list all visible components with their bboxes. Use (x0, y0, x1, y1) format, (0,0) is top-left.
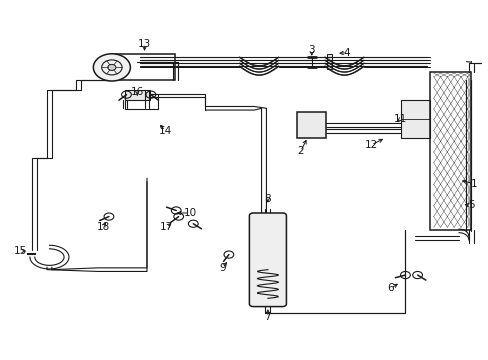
Text: 11: 11 (393, 114, 407, 124)
Bar (400, 100, 429, 138)
Text: 4: 4 (343, 48, 349, 58)
Text: 15: 15 (14, 246, 27, 256)
Text: 10: 10 (183, 208, 196, 218)
Text: 18: 18 (96, 222, 109, 231)
Text: 5: 5 (467, 200, 473, 210)
Text: 7: 7 (264, 312, 271, 322)
Bar (297, 112, 326, 138)
Text: 1: 1 (469, 179, 476, 189)
Text: 17: 17 (160, 222, 173, 232)
Bar (125, 90, 150, 100)
Text: 3: 3 (308, 45, 314, 55)
FancyBboxPatch shape (249, 213, 286, 307)
Bar (429, 72, 470, 230)
Text: 2: 2 (297, 146, 303, 156)
Bar (112, 54, 175, 80)
Bar (125, 94, 158, 109)
Text: 9: 9 (219, 263, 225, 273)
Circle shape (107, 64, 116, 71)
Text: 16: 16 (130, 87, 143, 97)
Text: 8: 8 (264, 194, 271, 204)
Text: 13: 13 (138, 39, 151, 49)
Text: 6: 6 (386, 283, 393, 293)
Text: 12: 12 (364, 140, 377, 150)
Circle shape (93, 54, 130, 81)
Text: 14: 14 (159, 126, 172, 135)
Bar (327, 54, 331, 69)
